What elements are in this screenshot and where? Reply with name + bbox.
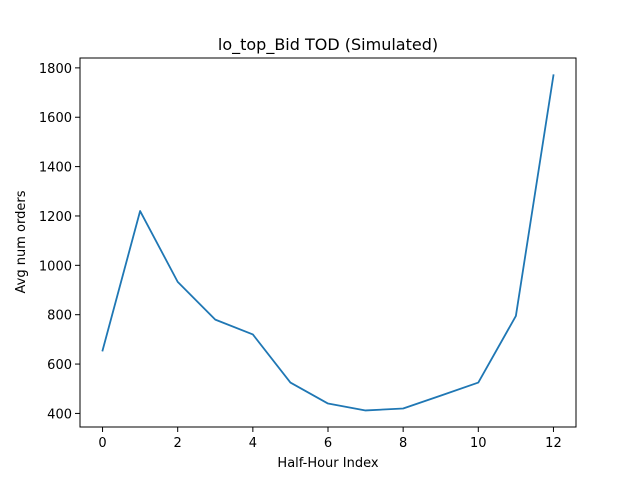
y-axis-label: Avg num orders [14,190,29,293]
plot-area: 400 600 800 1000 1200 1400 1600 1800 0 2 4 6 8 10 12 [39,57,577,451]
x-tick-label: 10 [470,436,487,451]
y-tick-label: 400 [47,407,72,422]
x-tick-label: 2 [174,436,182,451]
y-tick-label: 1000 [39,259,72,274]
y-tick-label: 1800 [39,62,72,77]
plot-frame [79,57,577,428]
series-line [101,74,555,412]
series-layer [101,74,555,412]
y-tick-label: 1200 [39,210,72,225]
x-tick-label: 8 [399,436,407,451]
x-tick-label: 0 [98,436,106,451]
chart-title: lo_top_Bid TOD (Simulated) [218,35,438,55]
y-axis-ticks: 400 600 800 1000 1200 1400 1600 1800 [39,62,80,422]
y-tick-label: 600 [47,358,72,373]
y-tick-label: 1400 [39,161,72,176]
x-tick-label: 4 [249,436,257,451]
x-axis-label: Half-Hour Index [277,456,378,471]
x-tick-label: 6 [324,436,332,451]
x-tick-label: 12 [545,436,562,451]
y-tick-label: 800 [47,309,72,324]
y-tick-label: 1600 [39,111,72,126]
x-axis-ticks: 0 2 4 6 8 10 12 [98,427,562,451]
